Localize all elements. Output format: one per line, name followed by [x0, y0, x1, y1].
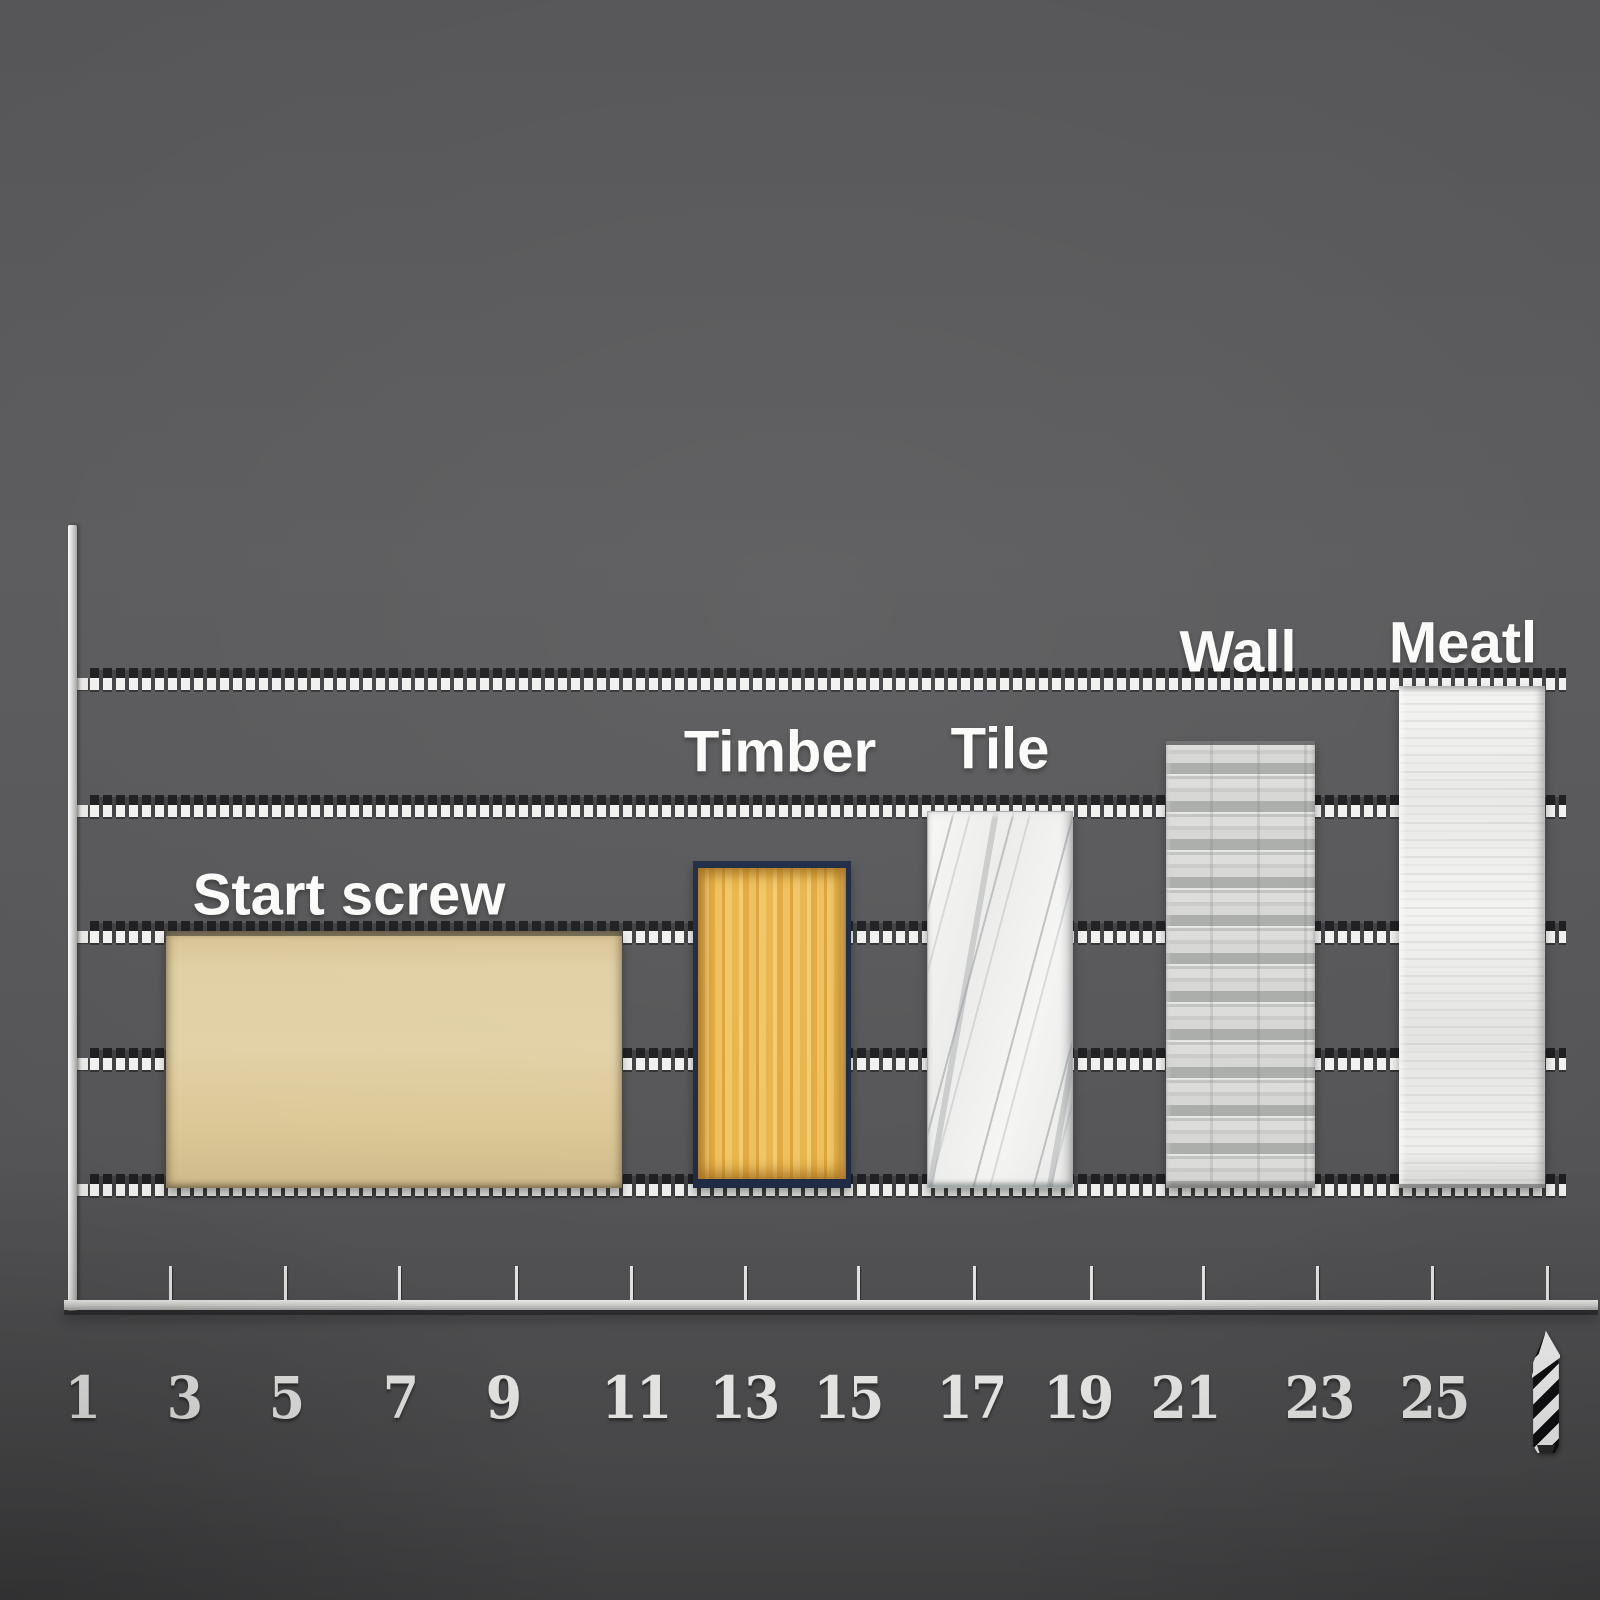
x-tick: [515, 1266, 518, 1302]
x-tick-label: 9: [485, 1364, 522, 1432]
x-tick-label: 5: [268, 1364, 305, 1432]
x-tick: [1546, 1266, 1549, 1302]
gridline-axis-stub: [76, 678, 88, 690]
x-tick: [630, 1266, 633, 1302]
label-start-screw: Start screw: [192, 862, 506, 928]
x-tick-label: 7: [382, 1364, 419, 1432]
x-tick-label: 25: [1399, 1364, 1470, 1432]
x-tick-label: 23: [1284, 1364, 1355, 1432]
x-tick-label: 17: [936, 1364, 1007, 1432]
x-tick: [973, 1266, 976, 1302]
x-tick-label: 3: [166, 1364, 203, 1432]
x-tick: [1202, 1266, 1205, 1302]
x-tick: [1090, 1266, 1093, 1302]
bar-metal: [1399, 686, 1545, 1188]
x-tick-label: 19: [1043, 1364, 1114, 1432]
y-axis: [68, 525, 77, 1311]
x-tick-label: 15: [813, 1364, 884, 1432]
gridline-axis-stub: [76, 1058, 88, 1070]
x-tick: [744, 1266, 747, 1302]
label-timber: Timber: [683, 719, 877, 785]
label-meatl: Meatl: [1388, 610, 1538, 676]
gridline-dashes: [90, 668, 1566, 692]
x-tick: [857, 1266, 860, 1302]
drill-bit-icon: [1532, 1331, 1560, 1453]
x-tick: [398, 1266, 401, 1302]
bar-start-screw: [166, 931, 622, 1188]
drill-bit-shank: [1537, 1445, 1555, 1453]
gridline-dashes: [90, 795, 1566, 819]
label-wall: Wall: [1179, 619, 1297, 685]
x-axis: [64, 1300, 1598, 1310]
gridline: [76, 795, 1566, 819]
gridline-axis-stub: [76, 805, 88, 817]
x-tick: [284, 1266, 287, 1302]
x-tick-label: 21: [1150, 1364, 1221, 1432]
bar-tile: [927, 811, 1073, 1188]
bar-timber: [693, 861, 851, 1188]
gridline-axis-stub: [76, 1184, 88, 1196]
x-tick: [169, 1266, 172, 1302]
x-tick: [1316, 1266, 1319, 1302]
x-tick: [1431, 1266, 1434, 1302]
gridline: [76, 668, 1566, 692]
x-tick-label: 11: [601, 1364, 672, 1432]
x-tick-label: 13: [709, 1364, 780, 1432]
label-tile: Tile: [950, 716, 1050, 782]
gridline-axis-stub: [76, 931, 88, 943]
bar-wall: [1166, 741, 1315, 1188]
x-tick-label: 1: [64, 1364, 101, 1432]
